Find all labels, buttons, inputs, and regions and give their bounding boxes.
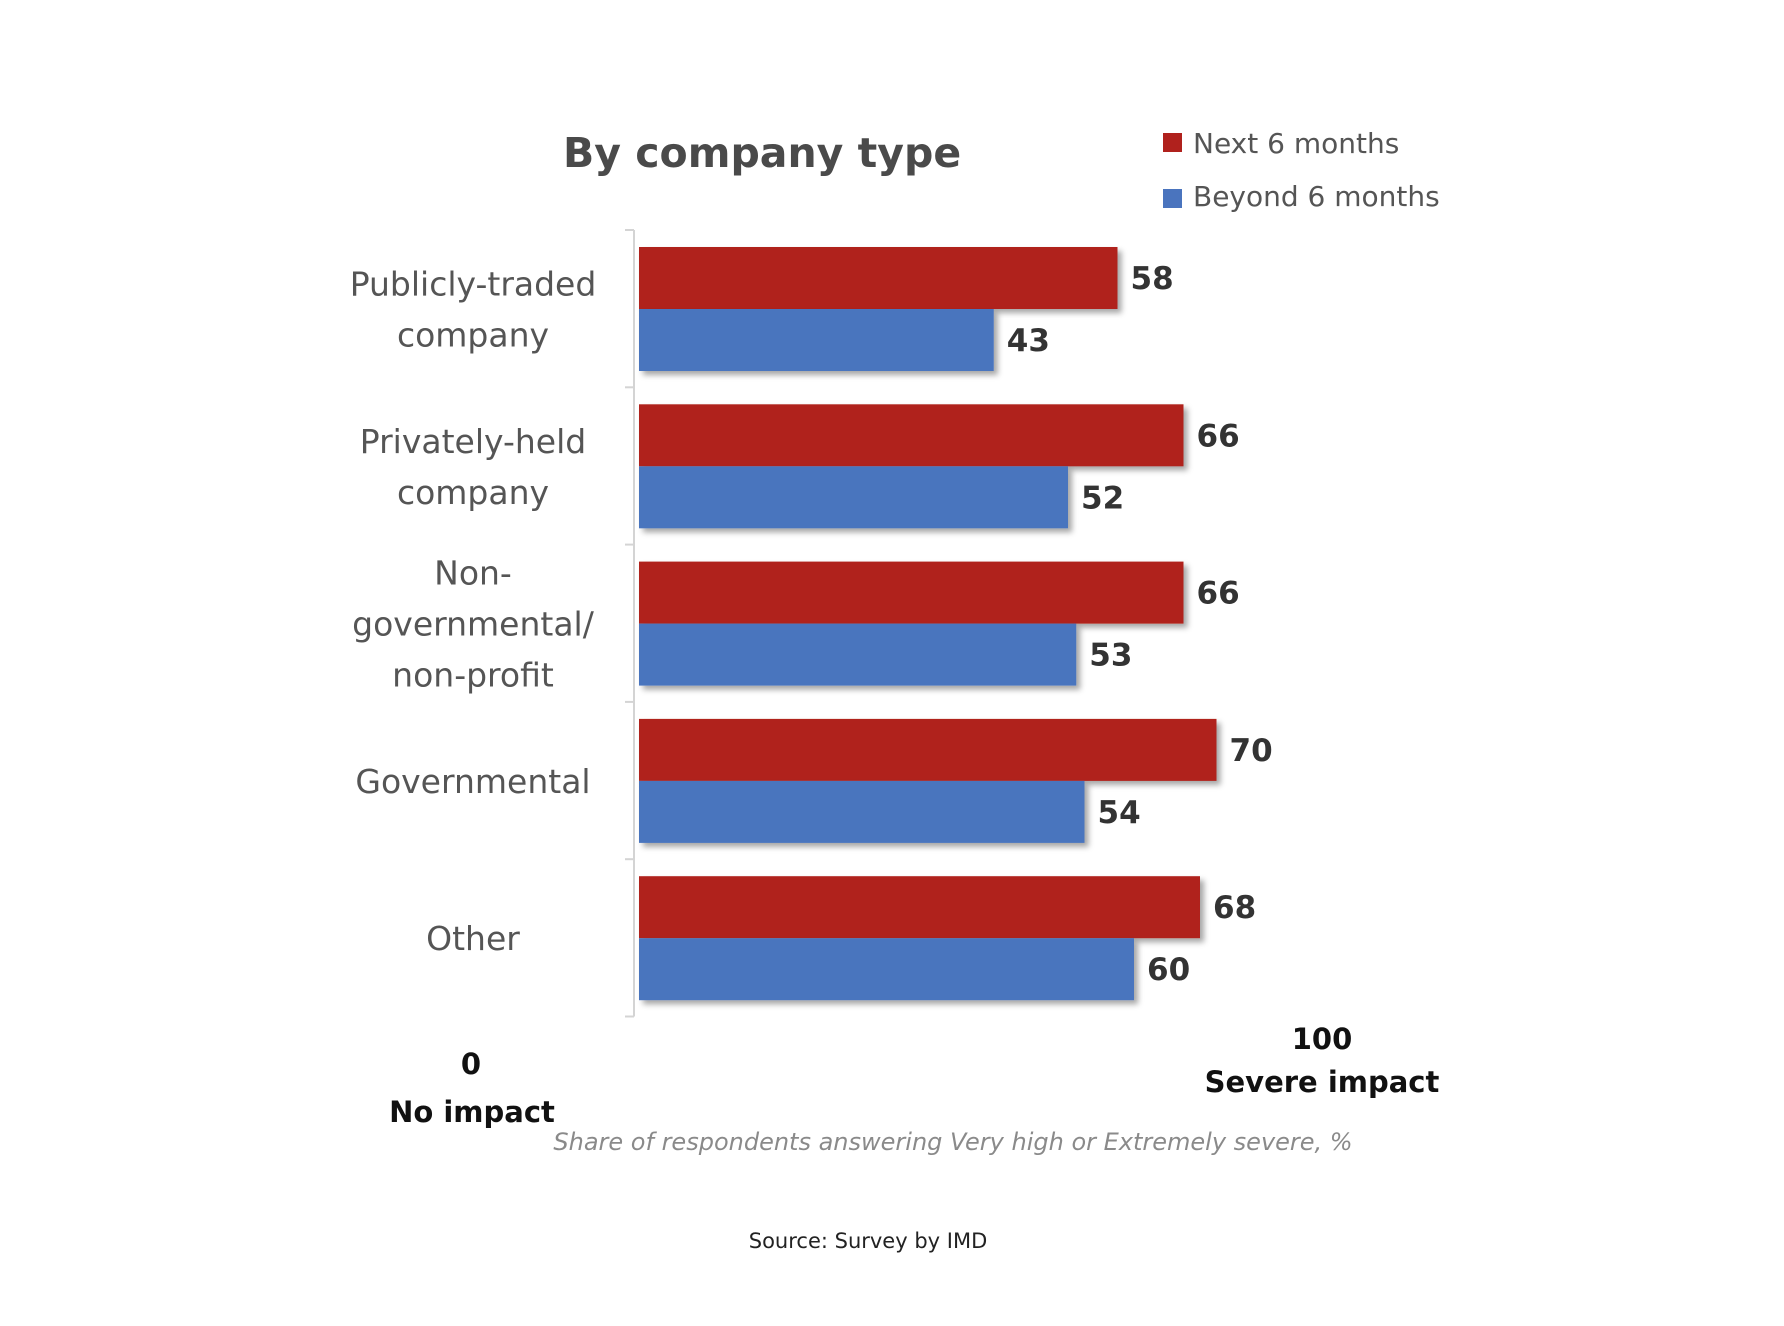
category-label: Publicly-traded company: [350, 265, 597, 355]
bar-next-6-months: [639, 561, 1184, 624]
category-label-line: company: [397, 473, 549, 512]
bar-next-6-months: [639, 404, 1184, 467]
category-label-line: Publicly-traded: [350, 265, 597, 304]
category-label-line: governmental/: [352, 605, 595, 644]
bar-beyond-6-months: [639, 466, 1068, 529]
scale-max-value: 100: [1292, 1022, 1353, 1056]
value-label-beyond-6-months: 43: [1007, 323, 1050, 359]
bar-beyond-6-months: [639, 309, 994, 371]
bars: [639, 247, 1217, 1001]
value-label-next-6-months: 68: [1213, 890, 1256, 926]
category-label: Non-governmental/non-profit: [352, 554, 595, 695]
legend-swatch-next-6-months: [1163, 133, 1182, 152]
bar-beyond-6-months: [639, 780, 1085, 843]
category-label: Privately-held company: [360, 422, 586, 512]
x-axis-caption: Share of respondents answering Very high…: [553, 1128, 1352, 1156]
bar-beyond-6-months: [639, 938, 1134, 1001]
legend-label-next-6-months: Next 6 months: [1193, 127, 1399, 160]
category-label-line: Non-: [434, 554, 512, 593]
value-label-beyond-6-months: 52: [1081, 480, 1124, 516]
category-label-line: Other: [426, 919, 520, 958]
category-label-line: company: [397, 316, 549, 355]
category-labels: Publicly-traded company Privately-held comp…: [350, 265, 597, 959]
bar-next-6-months: [639, 718, 1217, 781]
bar-next-6-months: [639, 247, 1118, 309]
category-label: Governmental: [355, 762, 590, 801]
category-label-line: Privately-held: [360, 422, 586, 461]
category-axis: [625, 229, 635, 1018]
chart-title: By company type: [563, 129, 961, 177]
scale-min-label: No impact: [389, 1095, 555, 1129]
category-label-line: Governmental: [355, 762, 590, 801]
scale-max-label: Severe impact: [1205, 1065, 1440, 1099]
category-label: Other: [426, 919, 520, 958]
legend: Next 6 months Beyond 6 months: [1163, 127, 1440, 213]
value-label-next-6-months: 58: [1131, 261, 1174, 297]
value-label-beyond-6-months: 60: [1147, 952, 1190, 988]
value-label-next-6-months: 66: [1197, 418, 1240, 454]
value-labels: 58 43 66 52 66 53 70 54 68 60: [1007, 261, 1273, 988]
value-label-beyond-6-months: 53: [1089, 638, 1132, 674]
value-label-next-6-months: 70: [1230, 733, 1273, 769]
source-note: Source: Survey by IMD: [749, 1229, 988, 1253]
value-label-next-6-months: 66: [1197, 576, 1240, 612]
impact-scale: 0 No impact 100 Severe impact: [389, 1022, 1439, 1129]
bar-beyond-6-months: [639, 623, 1077, 686]
legend-swatch-beyond-6-months: [1163, 189, 1182, 208]
legend-label-beyond-6-months: Beyond 6 months: [1193, 180, 1440, 213]
bar-next-6-months: [639, 876, 1200, 939]
value-label-beyond-6-months: 54: [1098, 795, 1141, 831]
category-label-line: non-profit: [392, 656, 554, 695]
scale-min-value: 0: [461, 1047, 481, 1081]
